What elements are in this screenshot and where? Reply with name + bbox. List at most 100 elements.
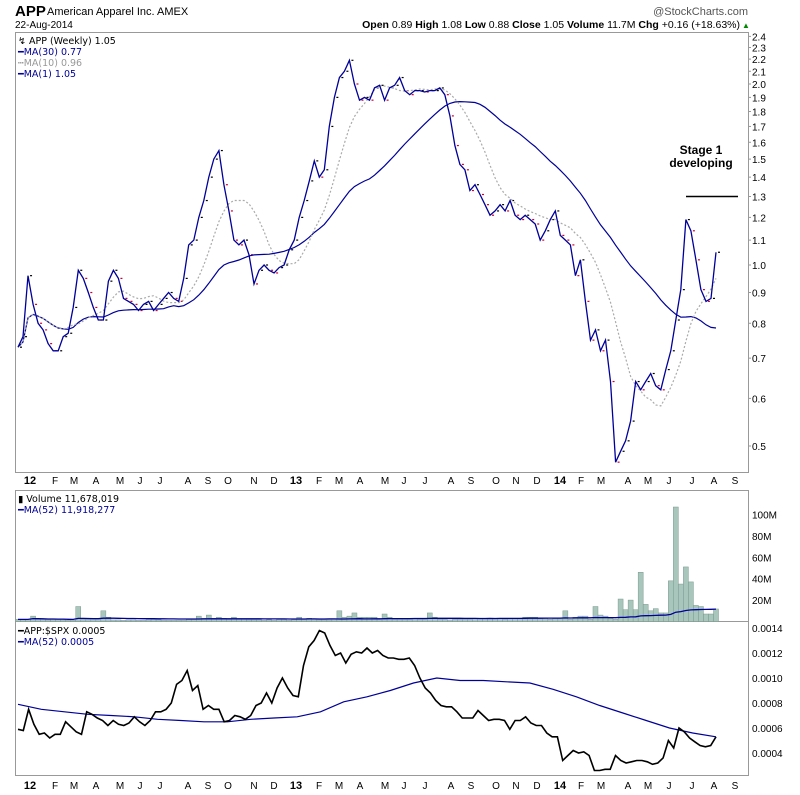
- volume-bar: [120, 620, 127, 622]
- volume-bar: [316, 619, 323, 622]
- volume-bar: [135, 620, 142, 622]
- volume-bar: [35, 619, 41, 622]
- date-tick-label: D: [270, 476, 277, 487]
- legend-ma1-label: MA(1) 1.05: [24, 69, 76, 80]
- volume-bar: [622, 609, 629, 622]
- date-tick-label: F: [52, 476, 58, 487]
- volume-bar: [301, 619, 307, 622]
- date-tick-label: N: [250, 476, 257, 487]
- date-tick-label: A: [625, 781, 632, 792]
- volume-bar: [150, 619, 157, 622]
- company-name: American Apparel Inc. AMEX: [47, 6, 189, 18]
- date-tick-label: D: [533, 476, 540, 487]
- price-tick-label: 1.0: [752, 261, 766, 272]
- volume-plot: [15, 506, 719, 622]
- volume-bar: [612, 619, 619, 622]
- rs-panel: [15, 621, 749, 776]
- volume-bar: [683, 566, 689, 622]
- price-tick-label: 1.9: [752, 93, 766, 104]
- price-tick-label: 2.4: [752, 32, 766, 43]
- volume-bar: [155, 619, 162, 622]
- volume-bar: [668, 580, 674, 622]
- volume-bar: [261, 620, 267, 622]
- copyright: @StockCharts.com: [653, 6, 748, 18]
- ma10-line: [17, 85, 717, 407]
- volume-bar: [457, 619, 463, 622]
- volume-bar: [698, 606, 704, 622]
- volume-bar: [642, 604, 649, 622]
- date-tick-label: F: [316, 476, 322, 487]
- close-label: Close: [512, 19, 541, 31]
- chg-label: Chg: [638, 19, 658, 31]
- date-tick-label: A: [448, 476, 455, 487]
- volume-bar: [587, 619, 594, 622]
- price-tick-label: 1.4: [752, 173, 766, 184]
- legend-ma30-label: MA(30) 0.77: [24, 47, 82, 58]
- price-legend-title: ↯ APP (Weekly) 1.05: [18, 36, 116, 47]
- date-tick-label: O: [492, 781, 500, 792]
- volume-bar: [421, 619, 428, 622]
- volume-bar: [60, 619, 66, 622]
- volume-bar: [281, 619, 287, 622]
- volume-bar: [70, 620, 76, 622]
- price-tick-label: 1.6: [752, 138, 766, 149]
- volume-bar: [391, 619, 398, 622]
- rs-title: APP:$SPX 0.0005: [24, 626, 106, 637]
- volume-bar: [673, 506, 679, 622]
- date-tick-label: 12: [24, 780, 36, 792]
- date-tick-label: J: [402, 476, 407, 487]
- volume-bar: [708, 613, 714, 622]
- date-tick-label: M: [597, 781, 605, 792]
- volume-bar: [251, 619, 257, 622]
- volume-tick-label: 60M: [752, 553, 771, 564]
- ma30-line: [17, 100, 717, 348]
- date-tick-label: O: [224, 781, 232, 792]
- volume-legend: ▮ Volume 11,678,019: [18, 494, 119, 505]
- annotation-line1: Stage 1: [680, 143, 723, 157]
- date-tick-label: F: [316, 781, 322, 792]
- volume-bar: [80, 619, 87, 622]
- date-tick-label: J: [158, 476, 163, 487]
- date-tick-label: S: [468, 781, 475, 792]
- volume-tick-label: 100M: [752, 511, 777, 522]
- date-tick-label: A: [357, 781, 364, 792]
- volume-bar: [406, 619, 413, 622]
- rs-legend: ━APP:$SPX 0.0005: [17, 626, 105, 637]
- volume-ma52-line: [18, 608, 717, 621]
- volume-bar: [241, 619, 247, 622]
- volume-bar: [437, 619, 443, 622]
- volume-bar: [547, 619, 554, 622]
- price-tick-label: 2.2: [752, 55, 766, 66]
- date-tick-label: J: [138, 476, 143, 487]
- legend-ma10: ┅MA(10) 0.96: [18, 58, 82, 69]
- open-value: 0.89: [392, 19, 413, 31]
- volume-bar: [286, 620, 292, 622]
- date-tick-label: A: [357, 476, 364, 487]
- volume-bar: [105, 616, 112, 622]
- volume-bar: [467, 619, 473, 622]
- dotted-swatch-icon: ┅: [18, 58, 24, 69]
- chart-date: 22-Aug-2014: [15, 20, 73, 31]
- price-series-title: APP (Weekly) 1.05: [29, 36, 116, 47]
- volume-bar: [577, 615, 584, 622]
- volume-bar: [582, 615, 589, 622]
- line-swatch-icon: ━: [17, 505, 24, 516]
- volume-bar: [401, 619, 408, 622]
- volume-bar: [256, 619, 262, 622]
- date-tick-label: 14: [554, 780, 567, 792]
- ohlc-summary: Open 0.89 High 1.08 Low 0.88 Close 1.05 …: [362, 19, 740, 31]
- date-tick-label: M: [597, 476, 605, 487]
- volume-bar: [678, 583, 684, 622]
- volume-bar: [160, 620, 167, 622]
- volume-bar: [165, 620, 172, 622]
- volume-bar: [95, 619, 102, 622]
- date-tick-label: S: [205, 781, 212, 792]
- volume-bar: [592, 606, 599, 622]
- close-value: 1.05: [544, 19, 565, 31]
- volume-bar: [381, 613, 388, 622]
- volume-bar: [191, 619, 197, 622]
- volume-bar: [557, 618, 564, 622]
- volume-bar: [185, 619, 192, 622]
- volume-bar: [396, 619, 403, 622]
- volume-bar: [688, 581, 694, 622]
